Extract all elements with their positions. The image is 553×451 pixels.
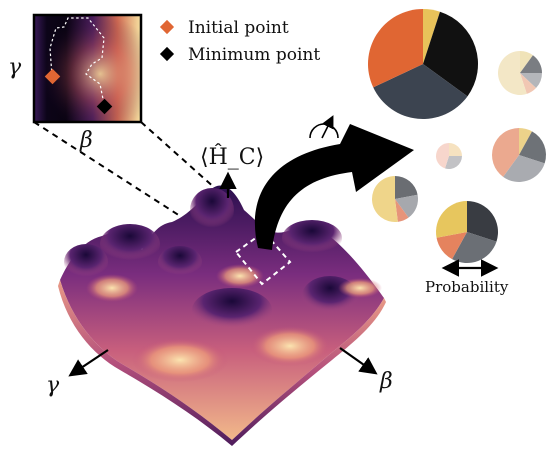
measurement-arrow (254, 124, 414, 250)
heatmap-x-label: β (79, 128, 93, 153)
heatmap-glow (34, 15, 141, 122)
pie-slice (395, 194, 419, 218)
pie-slice (492, 128, 519, 177)
beta-axis-label: β (379, 369, 393, 394)
pie-slice (372, 176, 398, 222)
probability-label: Probability (425, 278, 509, 296)
pie-slice (444, 156, 462, 169)
pie-slice (452, 232, 497, 263)
heatmap-panel: γ β (8, 13, 143, 153)
pie-slice (436, 232, 467, 260)
pie-slice (498, 51, 527, 95)
gamma-axis-arrow (68, 349, 109, 377)
pie-chart (498, 51, 542, 95)
optimization-path (49, 17, 105, 105)
surface-hill (158, 246, 202, 278)
surface-valley (250, 326, 330, 366)
pie-slice (503, 155, 545, 182)
pie-slice (467, 201, 499, 242)
pie-slice (395, 199, 409, 222)
pie-slice (423, 9, 440, 64)
pie-chart (367, 9, 478, 119)
pie-slice (520, 73, 537, 94)
minimum-point-marker (96, 98, 113, 115)
surface-hill (192, 288, 272, 332)
pie-slice (520, 73, 542, 89)
surface-valley (86, 274, 138, 302)
pie-slice (395, 176, 418, 199)
surface-hill (282, 220, 342, 256)
legend-initial-label: Initial point (188, 18, 289, 38)
surface-hill (64, 244, 108, 280)
legend-minimum-marker (159, 46, 175, 62)
surface-hill (100, 224, 160, 264)
energy-landscape-surface (58, 185, 386, 446)
pie-slice (373, 64, 468, 119)
gamma-axis-label: γ (46, 373, 60, 398)
pie-charts (367, 9, 546, 263)
pie-slice (520, 55, 542, 73)
surface-front-left (58, 280, 232, 446)
heatmap-frame (32, 13, 143, 124)
surface-valley (216, 264, 264, 288)
pie-chart (436, 143, 462, 169)
pie-slice (436, 143, 449, 169)
surface-valley (338, 278, 382, 298)
pie-slice (519, 128, 533, 155)
energy-axis-label: ⟨Ĥ_C⟩ (200, 143, 264, 170)
surface-hill (190, 188, 234, 232)
pie-slice (449, 143, 462, 156)
surface-valley (132, 338, 228, 382)
legend: Initial point Minimum point (159, 18, 320, 65)
legend-minimum-label: Minimum point (188, 45, 320, 65)
pie-slice (520, 51, 533, 73)
legend-initial-marker (159, 19, 175, 35)
pie-slice (423, 11, 478, 97)
probability-scale: Probability (425, 259, 509, 296)
pie-chart (435, 201, 499, 263)
selected-region (234, 230, 292, 286)
pie-chart (372, 176, 419, 222)
heatmap-y-label: γ (8, 55, 22, 80)
pie-slice (367, 9, 423, 88)
pie-slice (519, 131, 546, 164)
surface-front-right (232, 298, 386, 446)
measurement-meter-icon (309, 115, 339, 139)
pie-slice (435, 201, 467, 238)
initial-point-marker (44, 68, 61, 85)
pie-chart (492, 128, 546, 182)
beta-axis-arrow (339, 347, 378, 375)
